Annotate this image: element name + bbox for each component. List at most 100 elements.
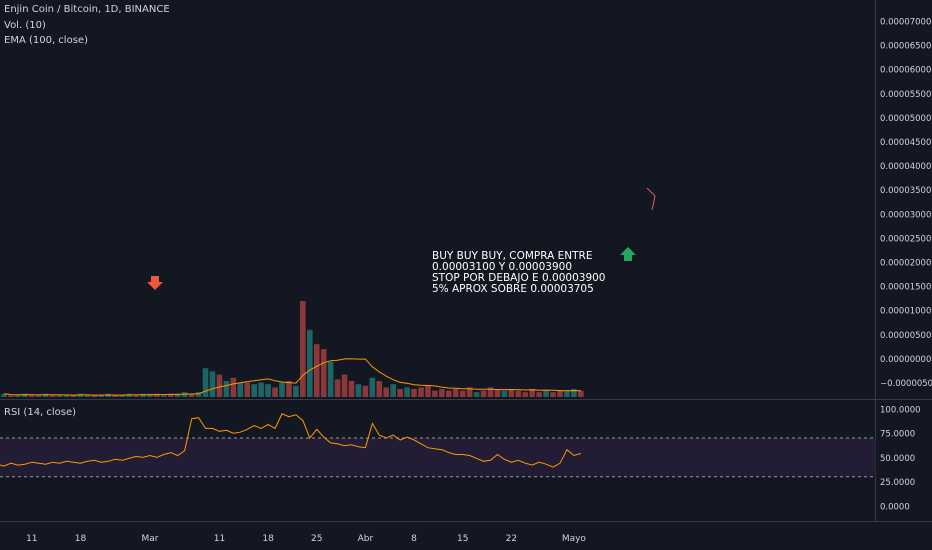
volume-bar <box>272 387 278 397</box>
volume-bar <box>35 395 42 397</box>
time-axis-label: 25 <box>311 534 322 544</box>
price-axis-tick: 0.00001500 <box>880 283 931 293</box>
time-axis-label: 15 <box>457 534 468 544</box>
volume-bar <box>571 389 577 397</box>
time-axis-label: 22 <box>506 534 517 544</box>
volume-bar <box>564 390 570 397</box>
price-axis-tick: 0.00002500 <box>880 234 931 244</box>
volume-bar <box>501 390 508 397</box>
price-axis-tick: 0.00000000 <box>880 355 931 365</box>
volume-bar <box>487 387 494 397</box>
volume-bar <box>237 382 244 397</box>
rsi-legend: RSI (14, close) <box>4 407 77 418</box>
price-axis-tick: 0.00003500 <box>880 186 931 196</box>
price-axis-tick: 0.00001000 <box>880 307 931 317</box>
volume-bar <box>293 385 299 397</box>
volume-bar <box>230 377 237 397</box>
volume-bar <box>452 389 459 397</box>
volume-bar <box>578 390 584 397</box>
rsi-axis-tick: 50.0000 <box>880 454 915 464</box>
volume-bar <box>91 395 98 397</box>
volume-bar <box>397 389 403 397</box>
volume-bar <box>334 379 341 397</box>
price-axis-tick: 0.00004500 <box>880 138 931 148</box>
rsi-axis-tick: 100.0000 <box>880 406 921 416</box>
volume-bar <box>327 361 334 397</box>
volume-bar <box>202 368 209 397</box>
rsi-axis-tick: 75.0000 <box>880 430 915 440</box>
volume-bar <box>98 395 105 397</box>
trade-note-line: 5% APROX SOBRE 0.00003705 <box>432 283 594 295</box>
volume-bar <box>147 393 153 397</box>
volume-bar <box>56 395 63 397</box>
volume-bar <box>473 392 480 397</box>
time-axis-label: 11 <box>214 534 225 544</box>
volume-bar <box>390 384 396 397</box>
volume-bar <box>341 374 348 397</box>
volume-bar <box>529 389 535 397</box>
volume-bar <box>195 392 202 397</box>
volume-bar <box>209 371 216 397</box>
volume-bar <box>244 382 251 397</box>
volume-bar <box>494 389 501 397</box>
price-axis-bg <box>876 0 932 550</box>
volume-bar <box>557 390 563 397</box>
price-axis-tick: 0.00007000 <box>880 18 931 28</box>
volume-bar <box>508 389 515 397</box>
trade-note: BUY BUY BUY, COMPRA ENTRE 0.00003100 Y 0… <box>432 251 605 295</box>
volume-bar <box>550 392 556 397</box>
volume-bar <box>258 382 264 397</box>
volume-bar <box>446 390 452 397</box>
ema-legend: EMA (100, close) <box>4 35 88 46</box>
volume-bar <box>84 395 91 397</box>
volume-bar <box>411 389 417 397</box>
volume-bar <box>404 387 410 397</box>
trade-note-line: STOP POR DEBAJO E 0.00003900 <box>432 272 606 284</box>
volume-bar <box>8 395 14 397</box>
volume-bar <box>459 390 466 397</box>
volume-bar <box>112 395 118 397</box>
price-axis-tick: 0.00000500 <box>880 331 931 341</box>
arrow-down-icon <box>147 276 163 290</box>
rsi-axis-tick: 25.0000 <box>880 478 915 488</box>
price-axis-tick: 0.00006500 <box>880 42 931 52</box>
volume-bar <box>1 393 7 397</box>
volume-bar <box>133 395 139 397</box>
arrow-up-icon <box>620 247 636 261</box>
rsi-band-fill <box>0 438 876 477</box>
volume-legend: Vol. (10) <box>4 20 46 31</box>
volume-bar <box>522 392 529 397</box>
trade-note-line: BUY BUY BUY, COMPRA ENTRE <box>432 250 593 262</box>
volume-bar <box>432 390 438 397</box>
volume-bar <box>223 381 230 397</box>
volume-bar <box>355 384 362 397</box>
volume-bar <box>439 389 445 397</box>
time-axis-label: Abr <box>358 534 374 544</box>
volume-bar <box>536 392 542 397</box>
volume-bar <box>174 393 181 397</box>
volume-bar <box>29 395 35 397</box>
volume-bar <box>362 385 369 397</box>
price-axis-tick: −0.00000500 <box>880 379 932 389</box>
volume-bar <box>168 393 174 397</box>
price-axis-tick: 0.00002000 <box>880 259 931 269</box>
time-axis-label: 18 <box>262 534 274 544</box>
volume-bar <box>140 393 146 397</box>
volume-bar <box>320 349 327 397</box>
volume-bar <box>376 381 383 397</box>
price-axis-tick: 0.00004000 <box>880 162 931 172</box>
volume-bar <box>466 387 473 397</box>
volume-bar <box>307 329 313 397</box>
volume-bar <box>251 384 257 397</box>
volume-bar <box>279 382 285 397</box>
volume-bar <box>63 395 70 397</box>
price-pointer-line <box>646 187 656 211</box>
volume-bar <box>188 393 195 397</box>
volume-bar <box>15 395 21 397</box>
volume-bar <box>515 390 522 397</box>
volume-bar <box>119 395 125 397</box>
rsi-axis-tick: 0.0000 <box>880 502 910 512</box>
time-axis-label: 8 <box>411 534 417 544</box>
volume-bar <box>70 395 77 397</box>
